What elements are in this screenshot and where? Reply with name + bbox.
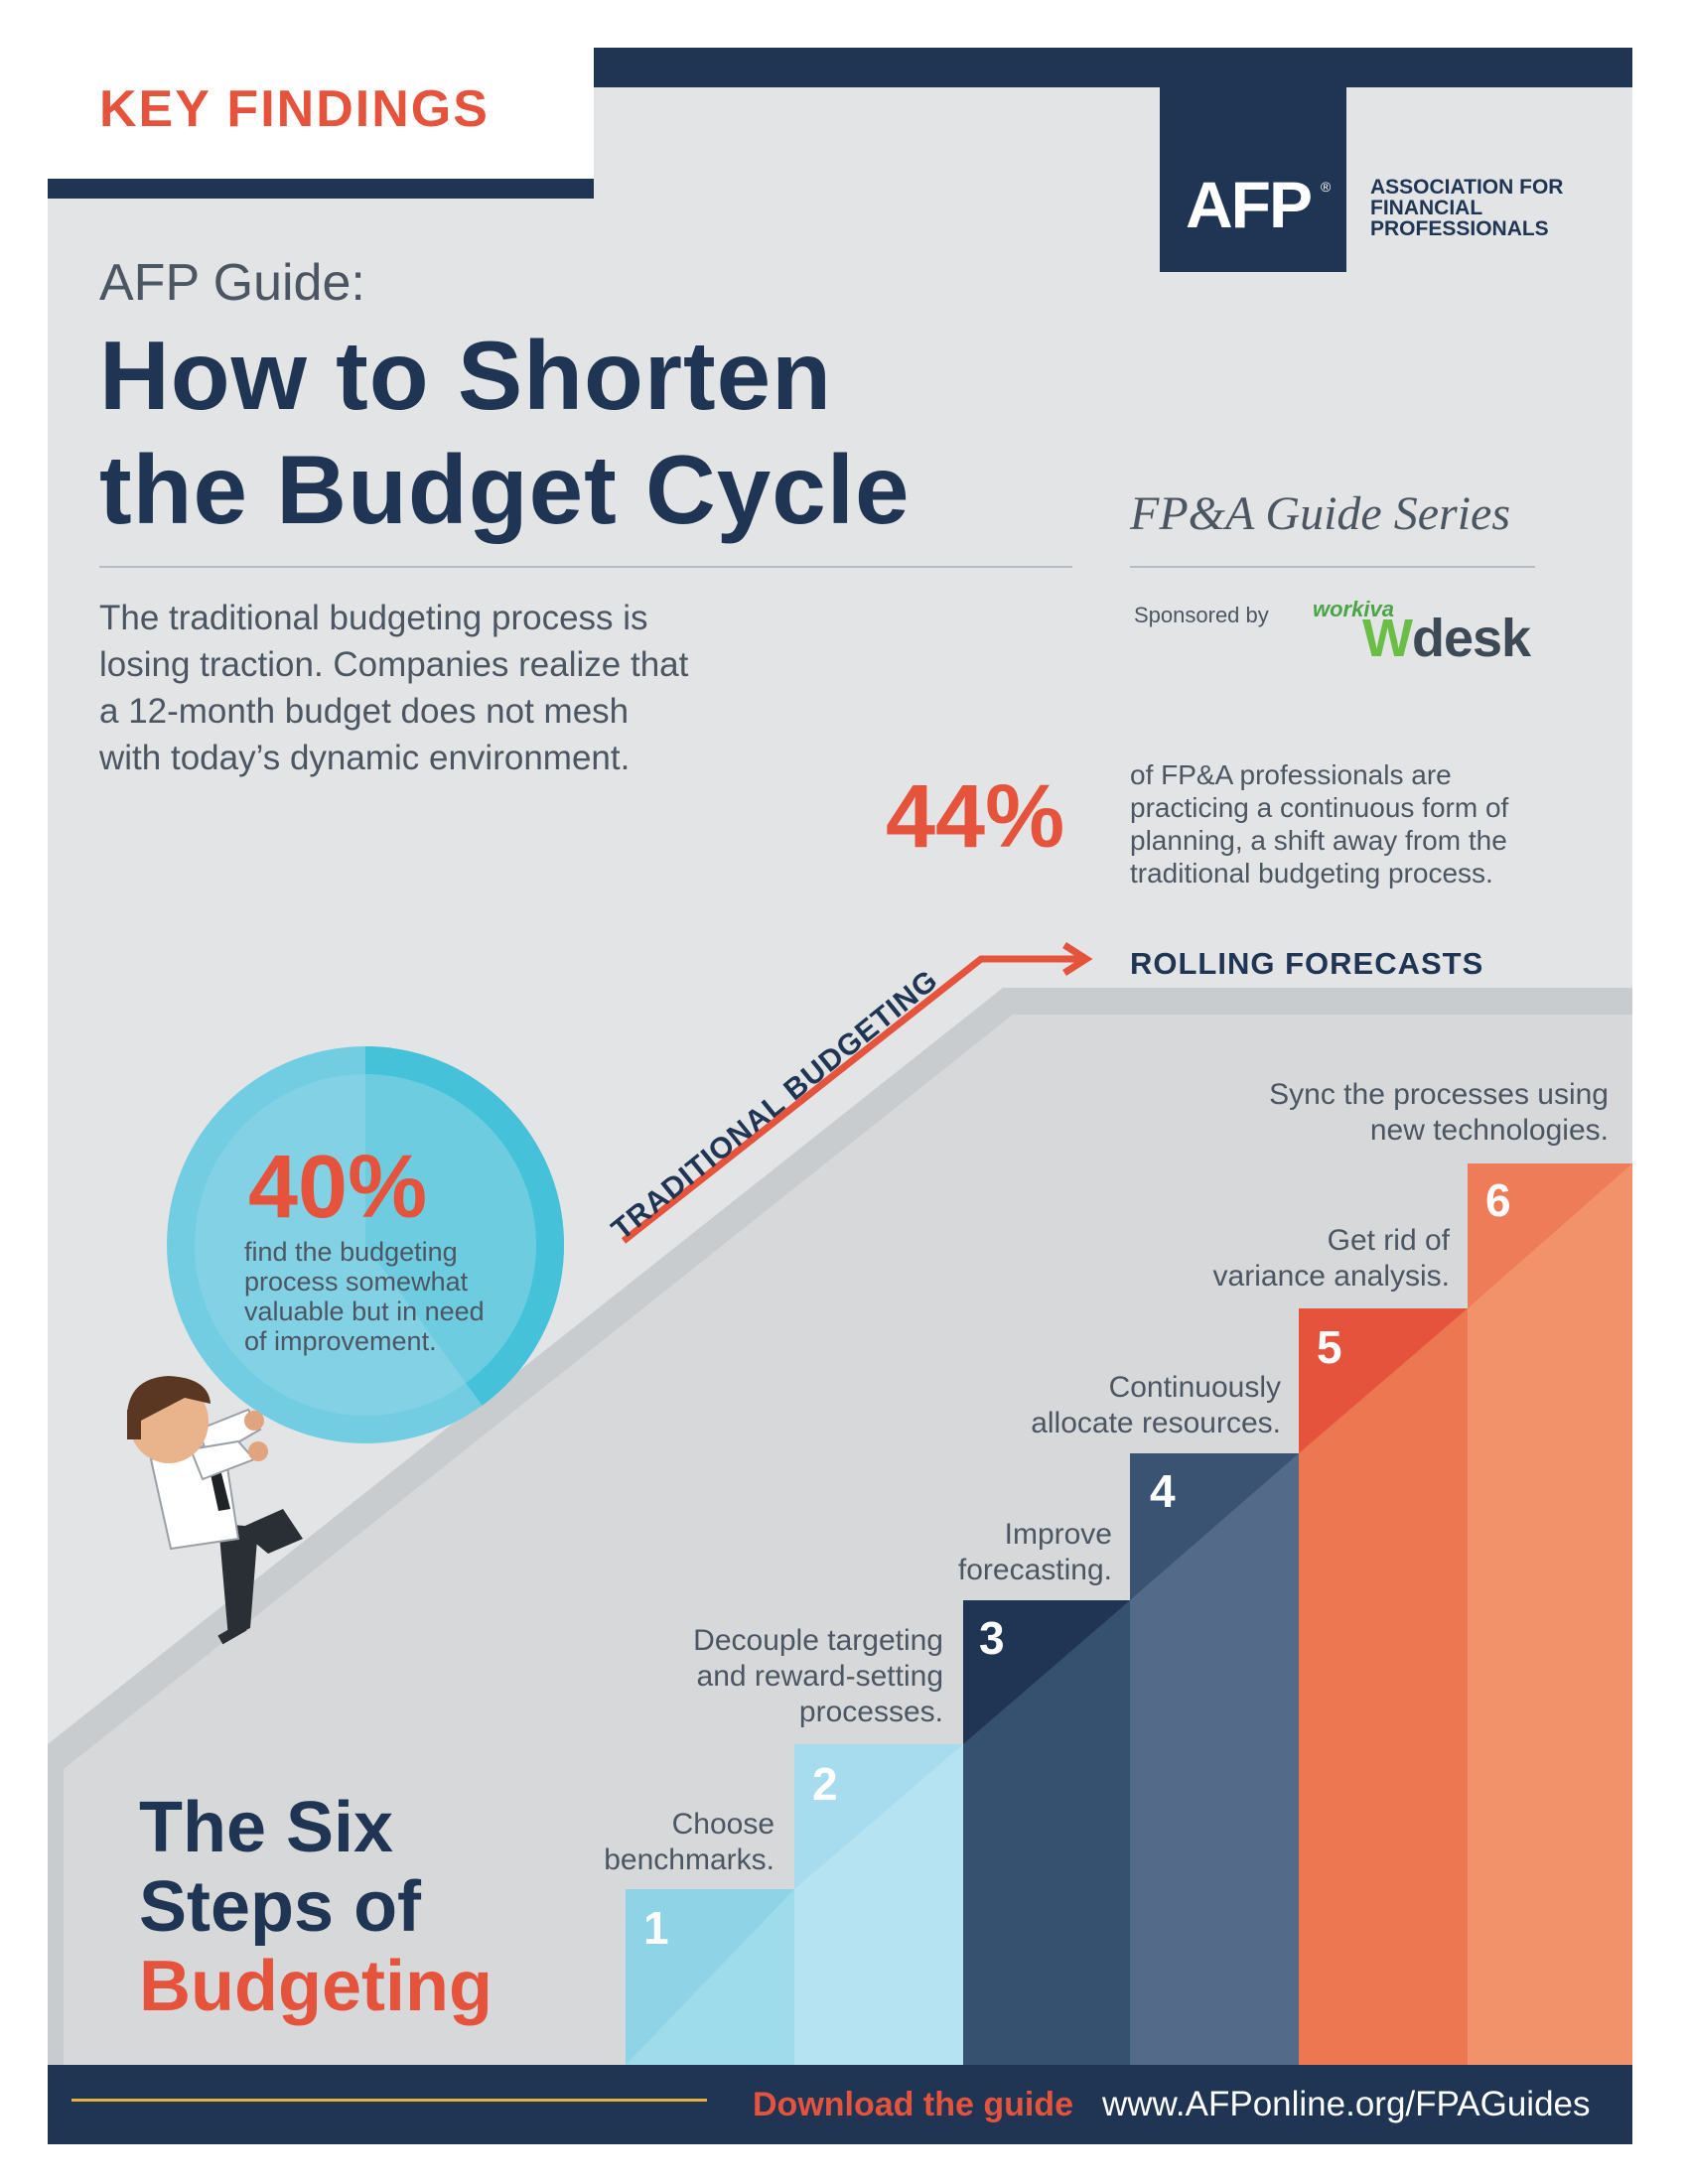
series-label: FP&A Guide Series [1130, 487, 1511, 540]
step-1-shade [626, 1889, 794, 2065]
key-findings-underline [48, 179, 594, 199]
intro-line-3: a 12-month budget does not mesh [99, 692, 630, 731]
stat-44-text-3: planning, a shift away from the [1130, 825, 1507, 856]
intro-line-2: losing traction. Companies realize that [99, 645, 689, 684]
step-1-line-2: benchmarks. [604, 1843, 774, 1876]
step-5-text: Get rid of variance analysis. [1102, 1223, 1450, 1295]
stat-40-text-3: valuable but in need [244, 1297, 485, 1326]
step-2-line-3: processes. [798, 1696, 943, 1728]
step-3-line-1: Improve [1004, 1518, 1112, 1551]
step-1-line-1: Choose [671, 1808, 774, 1841]
step-4-text: Continuously allocate resources. [933, 1370, 1281, 1441]
stat-40-value: 40% [248, 1138, 428, 1237]
key-findings-box [48, 48, 594, 181]
association-line-1: ASSOCIATION FOR [1370, 176, 1564, 199]
rolling-forecasts-label: ROLLING FORECASTS [1130, 946, 1484, 981]
arrow-head-icon [1062, 942, 1093, 976]
guide-label: AFP Guide: [99, 254, 365, 312]
step-4-line-2: allocate resources. [1031, 1407, 1281, 1439]
series-divider [1130, 566, 1535, 568]
guide-url-link[interactable]: www.AFPonline.org/FPAGuides [1102, 2085, 1591, 2123]
step-5-line-1: Get rid of [1327, 1224, 1450, 1257]
step-4-number: 4 [1150, 1465, 1176, 1517]
step-6-line-2: new technologies. [1369, 1114, 1609, 1147]
step-5-number: 5 [1317, 1321, 1342, 1373]
step-1-text: Choose benchmarks. [477, 1807, 774, 1878]
six-steps-heading-1: The Six [139, 1788, 394, 1867]
step-3-number: 3 [979, 1612, 1005, 1664]
top-bar [594, 48, 1632, 87]
staircase [626, 1163, 1632, 2065]
step-6-shade [1468, 1163, 1632, 2065]
step-6-text: Sync the processes using new technologie… [1162, 1077, 1609, 1149]
intro-line-1: The traditional budgeting process is [99, 599, 648, 637]
step-2-text: Decouple targeting and reward-setting pr… [596, 1623, 943, 1730]
step-2-shade [794, 1744, 963, 2065]
stat-40-circle [167, 1046, 565, 1443]
footer-accent-line [71, 2099, 707, 2102]
sponsored-by-label: Sponsored by [1134, 603, 1269, 627]
step-3-shade [963, 1600, 1130, 2065]
association-line-2: FINANCIAL [1370, 197, 1483, 219]
step-6-number: 6 [1485, 1174, 1511, 1226]
step-2-number: 2 [812, 1758, 838, 1810]
page-title-line-2: the Budget Cycle [99, 435, 911, 544]
step-3-text: Improve forecasting. [814, 1517, 1112, 1588]
step-4-line-1: Continuously [1108, 1371, 1281, 1404]
intro-line-4: with today’s dynamic environment. [99, 739, 631, 777]
stat-44-text-2: practicing a continuous form of [1130, 792, 1509, 823]
traditional-arrow-line [621, 955, 1082, 1244]
step-5-line-2: variance analysis. [1212, 1260, 1450, 1293]
businessman-icon [127, 1376, 303, 1645]
workiva-logo-text: workiva [1313, 597, 1394, 621]
download-label[interactable]: Download the guide [753, 2086, 1073, 2123]
six-steps-heading-2: Steps of [139, 1867, 422, 1947]
step-3-line-2: forecasting. [957, 1554, 1112, 1586]
stat-40-text-1: find the budgeting [244, 1237, 458, 1267]
wdesk-logo-rest: desk [1411, 609, 1531, 668]
stat-40-text-2: process somewhat [244, 1267, 469, 1297]
wdesk-logo: Wdesk [1362, 608, 1531, 669]
footer-bar [48, 2065, 1632, 2144]
step-4-shade [1130, 1453, 1299, 2065]
title-divider [99, 566, 1072, 568]
page-title-line-1: How to Shorten [99, 321, 833, 430]
stat-44-text-4: traditional budgeting process. [1130, 858, 1493, 888]
registered-mark: ® [1321, 179, 1332, 195]
afp-logo: AFP [1186, 168, 1313, 241]
stat-44-value: 44% [886, 767, 1065, 867]
step-5-shade [1299, 1308, 1468, 2065]
step-6-line-1: Sync the processes using [1269, 1078, 1609, 1111]
step-2-line-1: Decouple targeting [693, 1624, 943, 1657]
step-1-number: 1 [643, 1902, 669, 1954]
key-findings-heading: KEY FINDINGS [99, 80, 490, 138]
afp-logo-box [1160, 87, 1346, 272]
step-2-line-2: and reward-setting [696, 1660, 943, 1693]
stat-44-text-1: of FP&A professionals are [1130, 759, 1452, 790]
wdesk-logo-w: W [1362, 609, 1413, 668]
stat-40-text-4: of improvement. [244, 1326, 437, 1356]
six-steps-heading-3: Budgeting [139, 1947, 492, 2026]
association-line-3: PROFESSIONALS [1370, 217, 1549, 240]
